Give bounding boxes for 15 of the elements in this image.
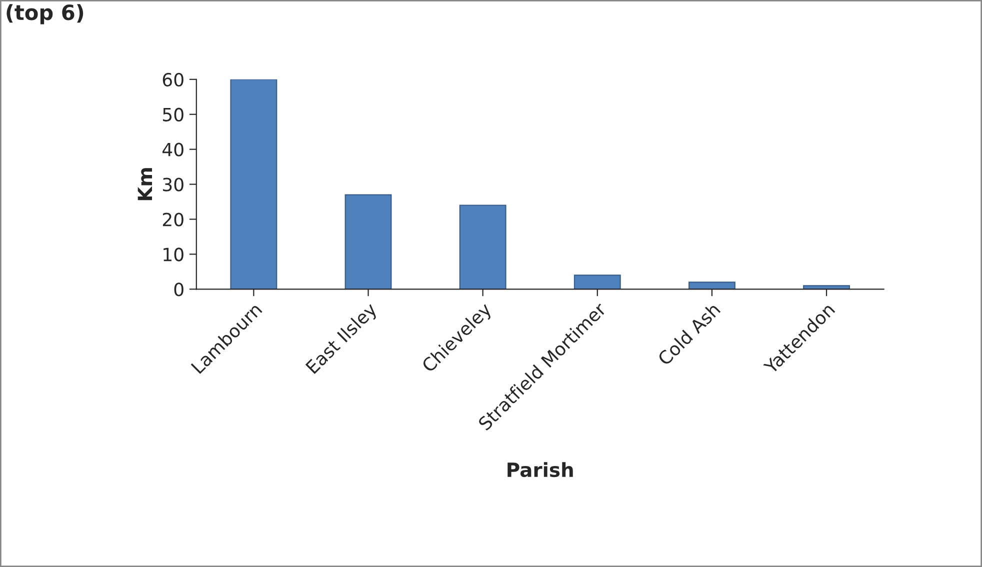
chart-title: (top 6) [6, 4, 84, 24]
bar [574, 274, 621, 290]
bar [459, 204, 506, 290]
y-tick-label: 10 [164, 248, 184, 262]
bar [344, 194, 392, 290]
y-tick-label: 0 [174, 282, 184, 296]
y-tick-label: 20 [162, 212, 184, 226]
bar [688, 282, 736, 290]
x-axis-title: Parish [508, 462, 573, 478]
bar [230, 79, 278, 290]
y-axis-title: Km [138, 168, 152, 200]
y-tick-label: 50 [163, 108, 184, 122]
y-tick-label: 30 [162, 178, 184, 192]
y-tick-label: 60 [162, 72, 184, 86]
y-tick-label: 40 [162, 142, 184, 156]
